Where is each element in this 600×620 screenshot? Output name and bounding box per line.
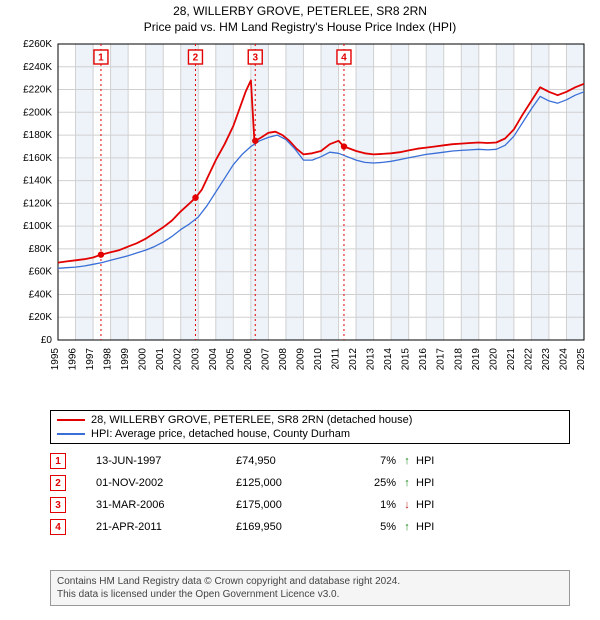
svg-text:2018: 2018 <box>453 348 464 371</box>
sale-marker: 4 <box>50 519 66 535</box>
sale-price: £125,000 <box>236 477 356 489</box>
legend-row: HPI: Average price, detached house, Coun… <box>57 427 563 441</box>
svg-text:2021: 2021 <box>506 348 517 371</box>
svg-text:2004: 2004 <box>208 348 219 371</box>
svg-text:£140K: £140K <box>23 176 52 187</box>
sale-pct: 7% <box>356 455 396 467</box>
svg-text:£180K: £180K <box>23 130 52 141</box>
svg-text:2022: 2022 <box>523 348 534 371</box>
sale-hpi: HPI <box>416 477 434 489</box>
svg-text:1: 1 <box>98 53 104 64</box>
sale-date: 01-NOV-2002 <box>96 477 236 489</box>
sale-price: £175,000 <box>236 499 356 511</box>
svg-text:2002: 2002 <box>173 348 184 371</box>
svg-text:£120K: £120K <box>23 198 52 209</box>
svg-text:£260K: £260K <box>23 40 52 50</box>
sale-pct: 1% <box>356 499 396 511</box>
svg-text:2: 2 <box>193 53 199 64</box>
svg-text:2006: 2006 <box>243 348 254 371</box>
price-chart: £0 £20K £40K £60K £80K £100K £120K £140K £160K £1… <box>8 40 592 400</box>
attribution-line2: This data is licensed under the Open Gov… <box>57 588 563 601</box>
sale-arrow-down-icon: ↓ <box>400 499 414 511</box>
svg-text:£240K: £240K <box>23 62 52 73</box>
svg-text:1999: 1999 <box>120 348 131 371</box>
svg-text:2019: 2019 <box>471 348 482 371</box>
svg-text:2008: 2008 <box>278 348 289 371</box>
sale-marker: 2 <box>50 475 66 491</box>
svg-text:1995: 1995 <box>50 348 61 371</box>
svg-text:£220K: £220K <box>23 85 52 96</box>
svg-text:£20K: £20K <box>29 312 53 323</box>
svg-text:2013: 2013 <box>366 348 377 371</box>
svg-text:2007: 2007 <box>260 348 271 371</box>
svg-text:2010: 2010 <box>313 348 324 371</box>
title-line1: 28, WILLERBY GROVE, PETERLEE, SR8 2RN <box>0 4 600 20</box>
svg-text:2015: 2015 <box>401 348 412 371</box>
sale-arrow-up-icon: ↑ <box>400 455 414 467</box>
sale-marker: 3 <box>50 497 66 513</box>
svg-text:2012: 2012 <box>348 348 359 371</box>
svg-text:£80K: £80K <box>29 244 53 255</box>
svg-text:2011: 2011 <box>331 348 342 370</box>
svg-text:2003: 2003 <box>190 348 201 371</box>
legend-swatch <box>57 433 85 435</box>
svg-text:2009: 2009 <box>295 348 306 371</box>
title-line2: Price paid vs. HM Land Registry's House … <box>0 20 600 36</box>
svg-text:2025: 2025 <box>576 348 587 371</box>
sale-marker: 1 <box>50 453 66 469</box>
svg-text:1998: 1998 <box>103 348 114 371</box>
svg-text:2000: 2000 <box>138 348 149 371</box>
legend: 28, WILLERBY GROVE, PETERLEE, SR8 2RN (d… <box>50 410 570 444</box>
svg-text:1997: 1997 <box>85 348 96 371</box>
titles: 28, WILLERBY GROVE, PETERLEE, SR8 2RN Pr… <box>0 0 600 35</box>
sale-row: 1 13-JUN-1997£74,9507% ↑HPI <box>50 450 570 472</box>
legend-label: 28, WILLERBY GROVE, PETERLEE, SR8 2RN (d… <box>91 414 412 426</box>
svg-text:£0: £0 <box>41 335 53 346</box>
svg-text:2020: 2020 <box>488 348 499 371</box>
legend-row: 28, WILLERBY GROVE, PETERLEE, SR8 2RN (d… <box>57 413 563 427</box>
svg-text:2005: 2005 <box>225 348 236 371</box>
attribution: Contains HM Land Registry data © Crown c… <box>50 570 570 606</box>
svg-text:£100K: £100K <box>23 221 52 232</box>
sale-date: 31-MAR-2006 <box>96 499 236 511</box>
sale-hpi: HPI <box>416 499 434 511</box>
sale-date: 13-JUN-1997 <box>96 455 236 467</box>
sale-date: 21-APR-2011 <box>96 521 236 533</box>
svg-text:£40K: £40K <box>29 289 53 300</box>
svg-text:2001: 2001 <box>155 348 166 371</box>
svg-text:£60K: £60K <box>29 267 53 278</box>
svg-text:3: 3 <box>252 53 258 64</box>
legend-swatch <box>57 419 85 421</box>
sale-pct: 5% <box>356 521 396 533</box>
svg-text:2016: 2016 <box>418 348 429 371</box>
svg-text:4: 4 <box>341 53 347 64</box>
sale-row: 4 21-APR-2011£169,9505% ↑HPI <box>50 516 570 538</box>
sale-arrow-up-icon: ↑ <box>400 477 414 489</box>
svg-text:£160K: £160K <box>23 153 52 164</box>
sale-price: £74,950 <box>236 455 356 467</box>
sale-row: 2 01-NOV-2002£125,00025% ↑HPI <box>50 472 570 494</box>
svg-text:£200K: £200K <box>23 107 52 118</box>
sale-hpi: HPI <box>416 521 434 533</box>
svg-text:2023: 2023 <box>541 348 552 371</box>
svg-text:2014: 2014 <box>383 348 394 371</box>
svg-text:1996: 1996 <box>68 348 79 371</box>
sale-arrow-up-icon: ↑ <box>400 521 414 533</box>
legend-label: HPI: Average price, detached house, Coun… <box>91 428 350 440</box>
sale-pct: 25% <box>356 477 396 489</box>
sale-hpi: HPI <box>416 455 434 467</box>
attribution-line1: Contains HM Land Registry data © Crown c… <box>57 575 563 588</box>
sale-row: 3 31-MAR-2006£175,0001% ↓HPI <box>50 494 570 516</box>
sale-price: £169,950 <box>236 521 356 533</box>
sales-table: 113-JUN-1997£74,9507%↑HPI201-NOV-2002£12… <box>50 450 570 538</box>
svg-text:2017: 2017 <box>436 348 447 371</box>
svg-text:2024: 2024 <box>558 348 569 371</box>
